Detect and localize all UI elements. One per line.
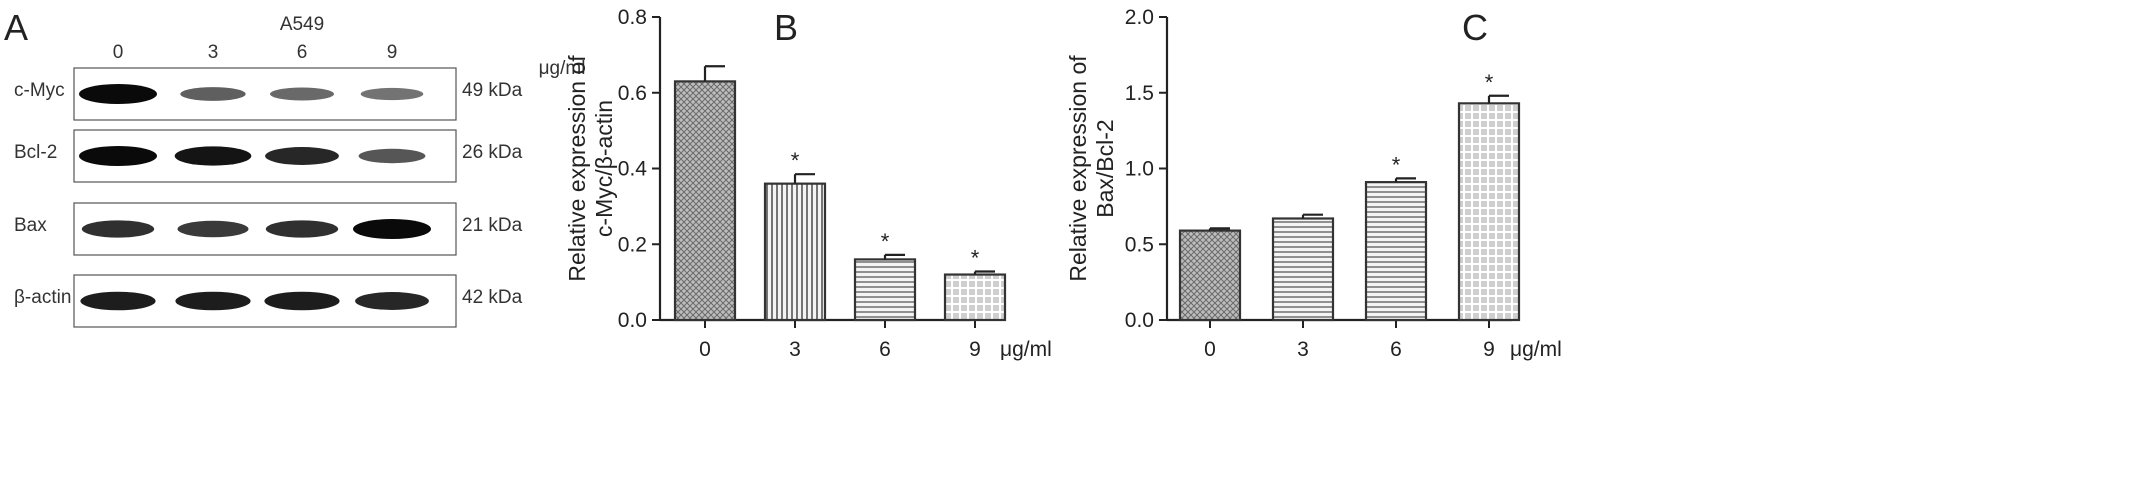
- protein-band: [270, 87, 334, 101]
- protein-label: c-Myc: [14, 80, 65, 101]
- protein-band: [360, 87, 424, 101]
- significance-marker: *: [791, 148, 800, 173]
- protein-label: Bcl-2: [14, 142, 57, 163]
- bars: * * *: [673, 65, 1007, 322]
- chart-c: 0.0 0.5 1.0 1.5 2.0 0 3 6 9 Relative expression o…: [1065, 6, 1562, 361]
- protein-band: [80, 291, 156, 311]
- bar: [853, 258, 917, 322]
- concentration-labels: 0 3 6 9: [113, 42, 398, 63]
- y-tick-label: 0.2: [618, 233, 647, 256]
- x-tick-label: 6: [1390, 338, 1402, 361]
- protein-band: [358, 148, 426, 164]
- y-tick-label: 1.5: [1125, 82, 1154, 105]
- y-axis-label-line2: c-Myc/β-actin: [591, 100, 617, 237]
- chart-b: 0.0 0.2 0.4 0.6 0.8 0 3 6 9 Relative expression o…: [564, 6, 1052, 361]
- y-axis-label-line1: Relative expression of: [564, 55, 590, 282]
- panel-a-letter: A: [4, 7, 28, 48]
- y-tick-label: 0.8: [618, 6, 647, 29]
- x-axis-label: μg/ml: [1000, 338, 1052, 361]
- x-axis-label: μg/ml: [1510, 338, 1562, 361]
- bar: [943, 273, 1007, 322]
- protein-band: [81, 220, 155, 238]
- band-size-label: 42 kDa: [462, 287, 523, 308]
- significance-marker: *: [1485, 70, 1494, 95]
- y-tick-label: 0.0: [618, 309, 647, 332]
- concentration-label: 0: [113, 42, 124, 63]
- bar: [673, 80, 737, 322]
- protein-band: [265, 147, 339, 165]
- concentration-label: 3: [208, 42, 219, 63]
- x-tick-label: 3: [1297, 338, 1309, 361]
- y-tick-label: 1.0: [1125, 158, 1154, 181]
- panel-c-letter: C: [1462, 7, 1488, 48]
- y-tick-label: 0.6: [618, 82, 647, 105]
- axes: 0.0 0.5 1.0 1.5 2.0 0 3 6 9: [1125, 6, 1512, 361]
- x-tick-label: 0: [699, 338, 711, 361]
- y-axis-label-line1: Relative expression of: [1065, 55, 1091, 282]
- concentration-label: 6: [297, 42, 308, 63]
- x-tick-label: 9: [1483, 338, 1495, 361]
- bar: [1178, 229, 1242, 322]
- x-tick-label: 3: [789, 338, 801, 361]
- band-size-label: 21 kDa: [462, 215, 523, 236]
- protein-band: [180, 87, 246, 101]
- y-axis-label-line2: Bax/Bcl-2: [1092, 119, 1118, 217]
- x-tick-label: 0: [1204, 338, 1216, 361]
- significance-marker: *: [881, 229, 890, 254]
- x-tick-label: 6: [879, 338, 891, 361]
- blot-row: Bcl-2 26 kDa: [14, 129, 523, 183]
- bar: [1271, 217, 1335, 322]
- panel-c: C 0.0 0.5 1.0 1.5 2.0 0 3 6 9 Relative expression…: [1065, 6, 1562, 361]
- protein-band: [79, 146, 157, 166]
- panel-b: B 0.0 0.2 0.4 0.6 0.8 0 3 6 9 Relative expression…: [564, 6, 1052, 361]
- protein-band: [177, 220, 249, 238]
- bars: **: [1178, 70, 1521, 322]
- blot-rows: c-Myc 49 kDa Bcl-2 26 kDa Bax 21 kDa β-actin 42…: [14, 67, 523, 328]
- y-tick-label: 2.0: [1125, 6, 1154, 29]
- protein-band: [175, 291, 251, 311]
- blot-row: Bax 21 kDa: [14, 202, 523, 256]
- band-size-label: 49 kDa: [462, 80, 523, 101]
- significance-marker: *: [1392, 152, 1401, 177]
- protein-label: Bax: [14, 215, 47, 236]
- panel-b-letter: B: [774, 7, 798, 48]
- band-size-label: 26 kDa: [462, 142, 523, 163]
- bar: [1364, 181, 1428, 322]
- blot-unit-label: μg/ml: [539, 58, 586, 79]
- protein-band: [264, 291, 340, 311]
- significance-marker: *: [971, 246, 980, 271]
- protein-band: [174, 146, 252, 166]
- y-tick-label: 0.4: [618, 158, 648, 181]
- cell-line-label: A549: [280, 14, 324, 35]
- protein-label: β-actin: [14, 287, 71, 308]
- y-tick-label: 0.5: [1125, 233, 1154, 256]
- protein-band: [355, 292, 429, 310]
- blot-row: β-actin 42 kDa: [14, 274, 523, 328]
- bar: [763, 182, 827, 322]
- protein-band: [79, 84, 157, 104]
- panel-a: A A549 0 3 6 9 μg/ml c-Myc 49 kDa Bcl-2 26 kDa…: [4, 7, 586, 328]
- bar: [1457, 102, 1521, 322]
- x-tick-label: 9: [969, 338, 981, 361]
- concentration-label: 9: [387, 42, 398, 63]
- protein-band: [353, 219, 431, 239]
- blot-row: c-Myc 49 kDa: [14, 67, 523, 121]
- protein-band: [265, 220, 339, 238]
- y-tick-label: 0.0: [1125, 309, 1154, 332]
